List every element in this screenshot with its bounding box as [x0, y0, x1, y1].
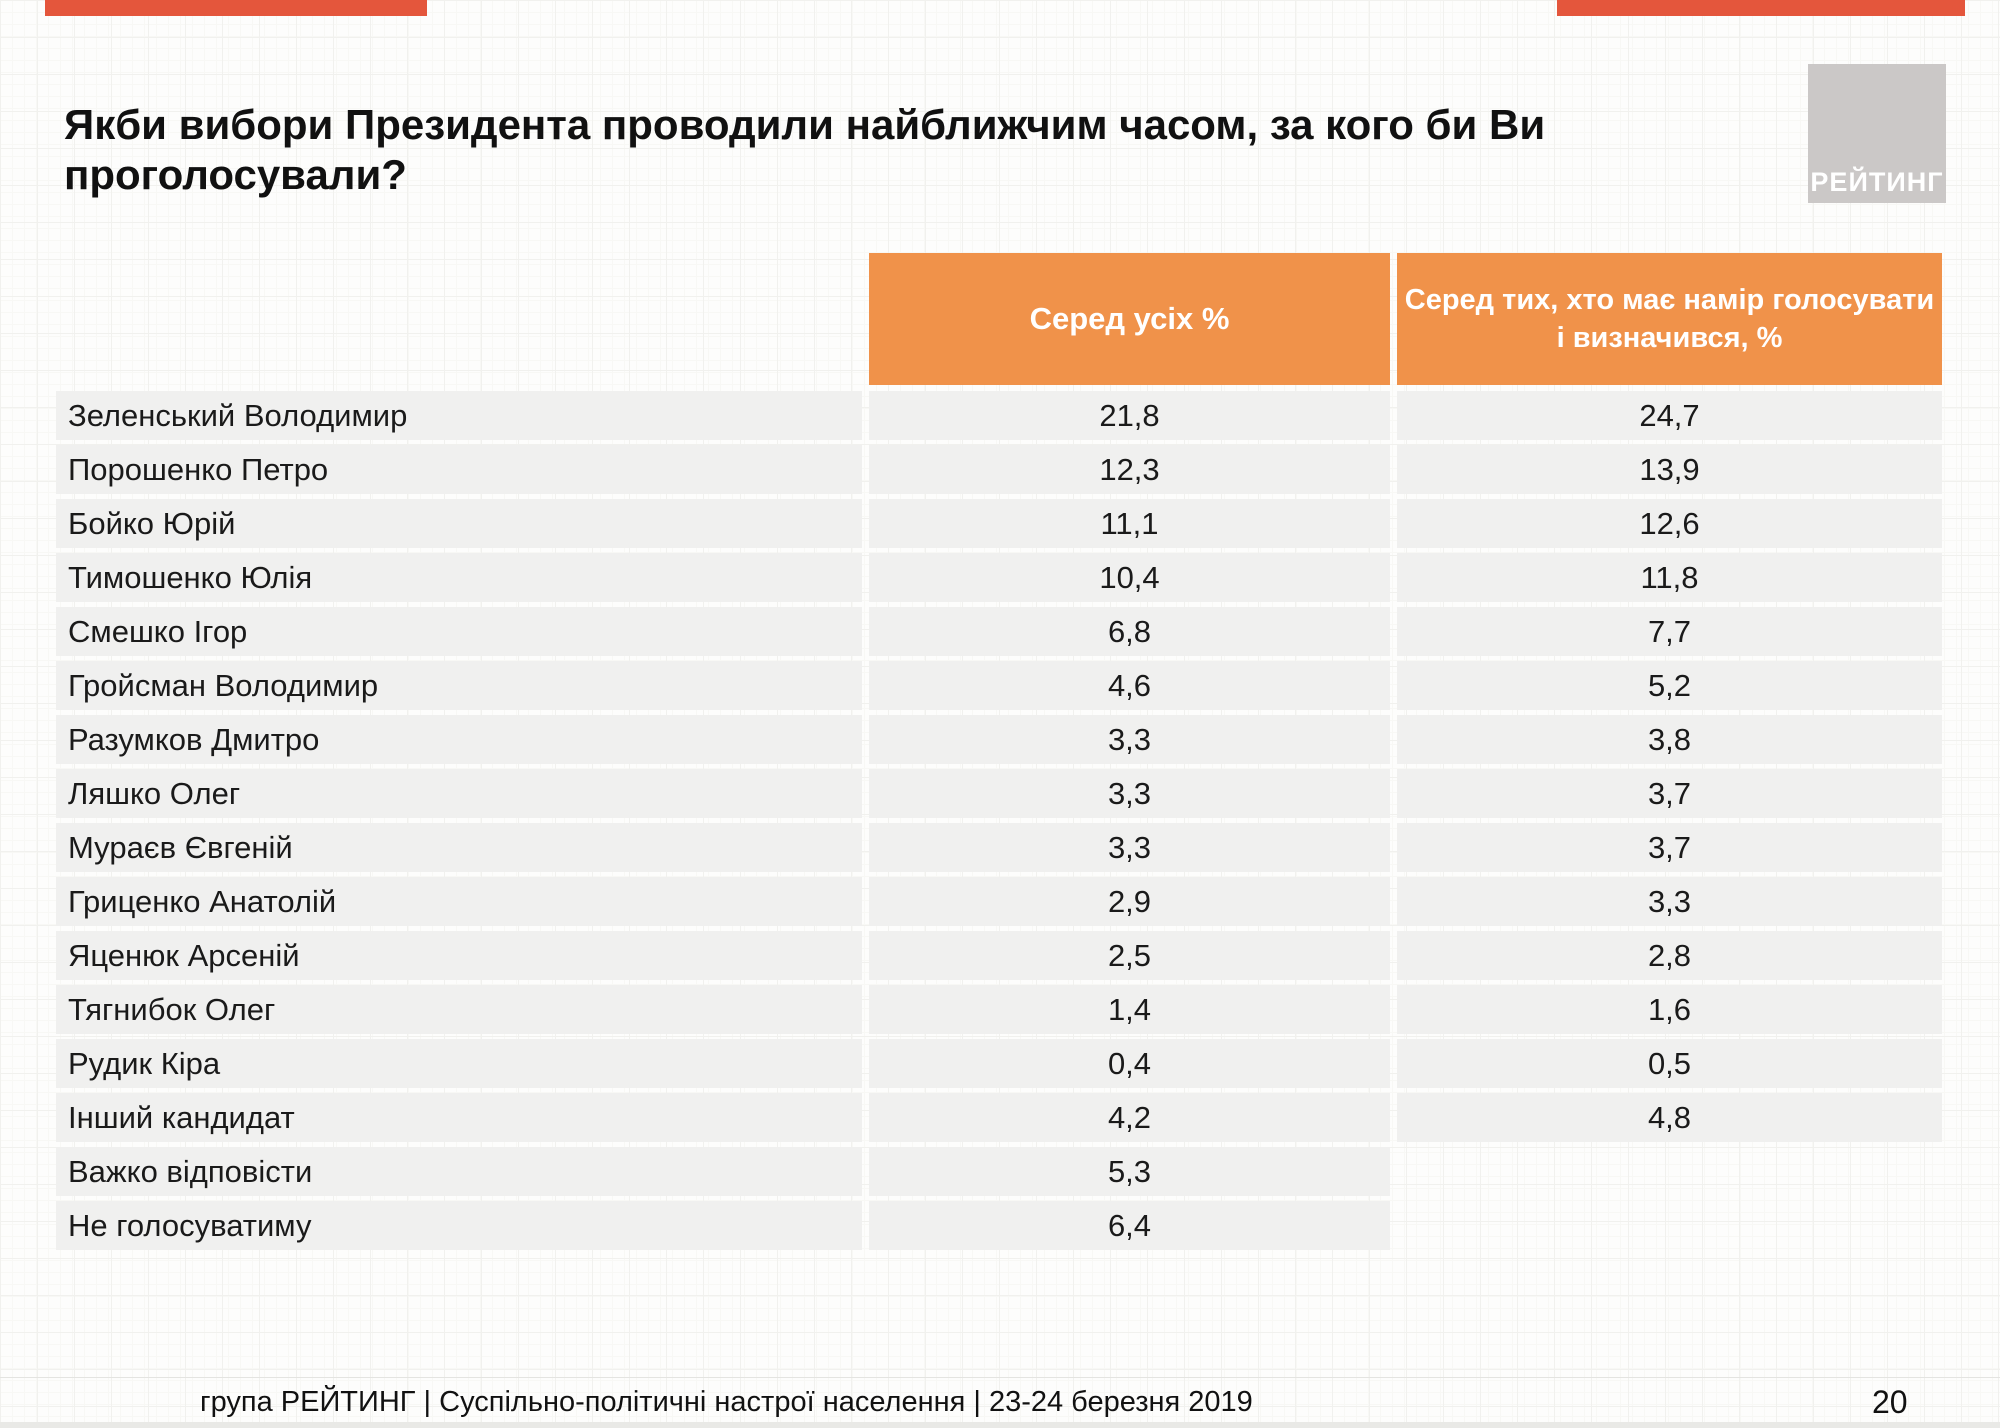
- rating-logo-text: РЕЙТИНГ: [1810, 167, 1944, 197]
- candidate-name: Тимошенко Юлія: [56, 553, 862, 602]
- value-among-decided: 13,9: [1397, 445, 1942, 494]
- value-among-decided: 12,6: [1397, 499, 1942, 548]
- column-header-all: Серед усіх %: [869, 253, 1390, 385]
- top-accent-bar-left: [45, 0, 427, 16]
- value-among-decided: [1397, 1147, 1942, 1196]
- candidate-name: Рудик Кіра: [56, 1039, 862, 1088]
- value-among-all: 3,3: [869, 769, 1390, 818]
- candidate-name: Порошенко Петро: [56, 445, 862, 494]
- table-row: Разумков Дмитро 3,3 3,8: [56, 715, 1942, 764]
- candidate-name: Яценюк Арсеній: [56, 931, 862, 980]
- table-row: Рудик Кіра 0,4 0,5: [56, 1039, 1942, 1088]
- value-among-all: 2,9: [869, 877, 1390, 926]
- candidate-name: Зеленський Володимир: [56, 391, 862, 440]
- value-among-all: 4,2: [869, 1093, 1390, 1142]
- value-among-all: 1,4: [869, 985, 1390, 1034]
- table-row: Бойко Юрій 11,1 12,6: [56, 499, 1942, 548]
- candidate-name: Смешко Ігор: [56, 607, 862, 656]
- footer-text: група РЕЙТИНГ | Суспільно-політичні наст…: [200, 1386, 1253, 1418]
- candidate-name: Разумков Дмитро: [56, 715, 862, 764]
- value-among-decided: 3,7: [1397, 769, 1942, 818]
- candidate-name: Гриценко Анатолій: [56, 877, 862, 926]
- value-among-all: 4,6: [869, 661, 1390, 710]
- bottom-strip: [0, 1422, 2000, 1428]
- value-among-decided: 5,2: [1397, 661, 1942, 710]
- value-among-all: 3,3: [869, 715, 1390, 764]
- page-number: 20: [1872, 1384, 1908, 1420]
- column-header-decided: Серед тих, хто має намір голосувати і ви…: [1397, 253, 1942, 385]
- value-among-decided: 2,8: [1397, 931, 1942, 980]
- value-among-decided: 3,3: [1397, 877, 1942, 926]
- header-spacer-candidate: [56, 253, 862, 385]
- table-header-row: Серед усіх % Серед тих, хто має намір го…: [56, 253, 1942, 385]
- top-accent-bar-right: [1557, 0, 1965, 16]
- candidate-name: Бойко Юрій: [56, 499, 862, 548]
- value-among-decided: 1,6: [1397, 985, 1942, 1034]
- value-among-all: 3,3: [869, 823, 1390, 872]
- value-among-decided: [1397, 1201, 1942, 1250]
- table-row: Смешко Ігор 6,8 7,7: [56, 607, 1942, 656]
- value-among-decided: 3,7: [1397, 823, 1942, 872]
- table-row: Зеленський Володимир 21,8 24,7: [56, 391, 1942, 440]
- table-row: Тимошенко Юлія 10,4 11,8: [56, 553, 1942, 602]
- value-among-all: 2,5: [869, 931, 1390, 980]
- value-among-all: 6,8: [869, 607, 1390, 656]
- candidate-name: Важко відповісти: [56, 1147, 862, 1196]
- value-among-all: 11,1: [869, 499, 1390, 548]
- value-among-all: 10,4: [869, 553, 1390, 602]
- footer-divider: [0, 1377, 2000, 1378]
- table-row: Гриценко Анатолій 2,9 3,3: [56, 877, 1942, 926]
- value-among-all: 6,4: [869, 1201, 1390, 1250]
- table-body: Зеленський Володимир 21,8 24,7 Порошенко Пе…: [56, 391, 1942, 1250]
- value-among-all: 5,3: [869, 1147, 1390, 1196]
- table-row: Важко відповісти 5,3: [56, 1147, 1942, 1196]
- rating-logo: РЕЙТИНГ: [1808, 64, 1946, 203]
- value-among-decided: 0,5: [1397, 1039, 1942, 1088]
- candidate-name: Не голосуватиму: [56, 1201, 862, 1250]
- candidate-name: Інший кандидат: [56, 1093, 862, 1142]
- table-row: Мураєв Євгеній 3,3 3,7: [56, 823, 1942, 872]
- value-among-all: 0,4: [869, 1039, 1390, 1088]
- table-row: Гройсман Володимир 4,6 5,2: [56, 661, 1942, 710]
- value-among-decided: 7,7: [1397, 607, 1942, 656]
- value-among-decided: 11,8: [1397, 553, 1942, 602]
- slide-title: Якби вибори Президента проводили найближ…: [64, 101, 1546, 198]
- value-among-all: 21,8: [869, 391, 1390, 440]
- value-among-all: 12,3: [869, 445, 1390, 494]
- table-row: Яценюк Арсеній 2,5 2,8: [56, 931, 1942, 980]
- value-among-decided: 24,7: [1397, 391, 1942, 440]
- table-row: Тягнибок Олег 1,4 1,6: [56, 985, 1942, 1034]
- candidate-name: Ляшко Олег: [56, 769, 862, 818]
- table-row: Інший кандидат 4,2 4,8: [56, 1093, 1942, 1142]
- value-among-decided: 3,8: [1397, 715, 1942, 764]
- candidate-name: Гройсман Володимир: [56, 661, 862, 710]
- value-among-decided: 4,8: [1397, 1093, 1942, 1142]
- table-row: Ляшко Олег 3,3 3,7: [56, 769, 1942, 818]
- table-row: Не голосуватиму 6,4: [56, 1201, 1942, 1250]
- candidate-name: Мураєв Євгеній: [56, 823, 862, 872]
- candidate-name: Тягнибок Олег: [56, 985, 862, 1034]
- poll-table: Серед усіх % Серед тих, хто має намір го…: [56, 253, 1942, 1255]
- table-row: Порошенко Петро 12,3 13,9: [56, 445, 1942, 494]
